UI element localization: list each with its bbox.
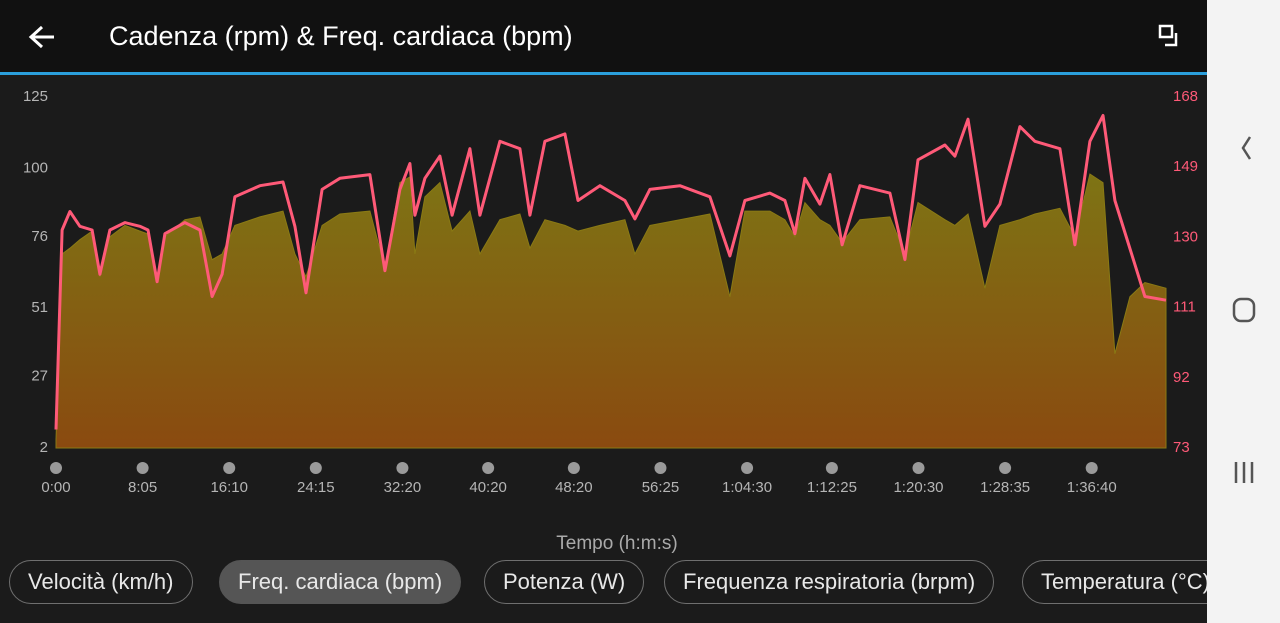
x-tick-dot xyxy=(741,462,754,474)
y-tick-label: 125 xyxy=(23,88,48,105)
expand-button[interactable] xyxy=(1158,24,1178,47)
x-tick-label: 48:20 xyxy=(555,479,593,496)
heart-rate-line xyxy=(54,114,1167,430)
y-tick-label: 2 xyxy=(40,439,48,456)
x-tick-dot xyxy=(912,462,925,474)
x-tick-label: 16:10 xyxy=(210,479,248,496)
y-tick-label: 51 xyxy=(31,299,48,316)
x-tick-label: 0:00 xyxy=(41,479,70,496)
y2-tick-label: 168 xyxy=(1173,88,1198,105)
metric-chip[interactable]: Potenza (W) xyxy=(484,560,645,604)
cadence-area xyxy=(55,173,1167,449)
y-tick-label: 100 xyxy=(23,159,48,176)
x-tick-label: 8:05 xyxy=(128,479,157,496)
x-tick-label: 24:15 xyxy=(297,479,335,496)
x-tick-dot xyxy=(825,462,838,474)
x-axis-label: Tempo (h:m:s) xyxy=(556,533,677,554)
y2-tick-label: 92 xyxy=(1173,369,1190,386)
x-tick-label: 56:25 xyxy=(642,479,680,496)
back-button[interactable] xyxy=(28,25,54,49)
metric-chip[interactable]: Velocità (km/h) xyxy=(9,560,193,604)
y-tick-label: 76 xyxy=(31,228,48,245)
x-tick-label: 32:20 xyxy=(384,479,422,496)
y2-tick-label: 73 xyxy=(1173,439,1190,456)
x-tick-dot xyxy=(654,462,667,474)
y-tick-label: 27 xyxy=(31,368,48,385)
x-tick-label: 1:12:25 xyxy=(807,479,857,496)
nav-icons xyxy=(1232,136,1256,483)
metric-chip[interactable]: Freq. cardiaca (bpm) xyxy=(219,560,462,604)
header-title: Cadenza (rpm) & Freq. cardiaca (bpm) xyxy=(109,21,573,51)
y2-tick-label: 111 xyxy=(1173,299,1196,316)
x-tick-label: 40:20 xyxy=(469,479,507,496)
nav-back[interactable] xyxy=(1241,136,1252,160)
nav-recents[interactable] xyxy=(1234,462,1254,483)
system-nav-bar xyxy=(1207,0,1280,623)
x-tick-dot xyxy=(999,462,1012,474)
header-accent xyxy=(0,72,1207,75)
chart-screen: Cadenza (rpm) & Freq. cardiaca (bpm) Tem… xyxy=(0,0,1207,555)
metric-chip[interactable]: Frequenza respiratoria (brpm) xyxy=(664,560,995,604)
x-tick-label: 1:36:40 xyxy=(1067,479,1117,496)
x-tick-dot xyxy=(396,462,409,474)
metric-chip[interactable]: Temperatura (°C) xyxy=(1022,560,1207,604)
y2-tick-label: 130 xyxy=(1173,228,1198,245)
x-tick-dot xyxy=(309,462,322,474)
x-tick-label: 1:28:35 xyxy=(980,479,1030,496)
nav-home[interactable] xyxy=(1232,297,1256,323)
x-tick-dot xyxy=(50,462,62,474)
metric-chips: Velocità (km/h) Freq. cardiaca (bpm) Poten… xyxy=(0,558,1207,608)
x-tick-dot xyxy=(567,462,580,474)
header-bar xyxy=(0,0,1207,72)
x-tick-label: 1:04:30 xyxy=(722,479,772,496)
x-tick-label: 1:20:30 xyxy=(893,479,943,496)
x-tick-dot xyxy=(136,462,149,474)
y2-tick-label: 149 xyxy=(1173,158,1198,175)
x-tick-dot xyxy=(1085,462,1098,474)
x-tick-dot xyxy=(482,462,495,474)
x-tick-dot xyxy=(223,462,236,474)
